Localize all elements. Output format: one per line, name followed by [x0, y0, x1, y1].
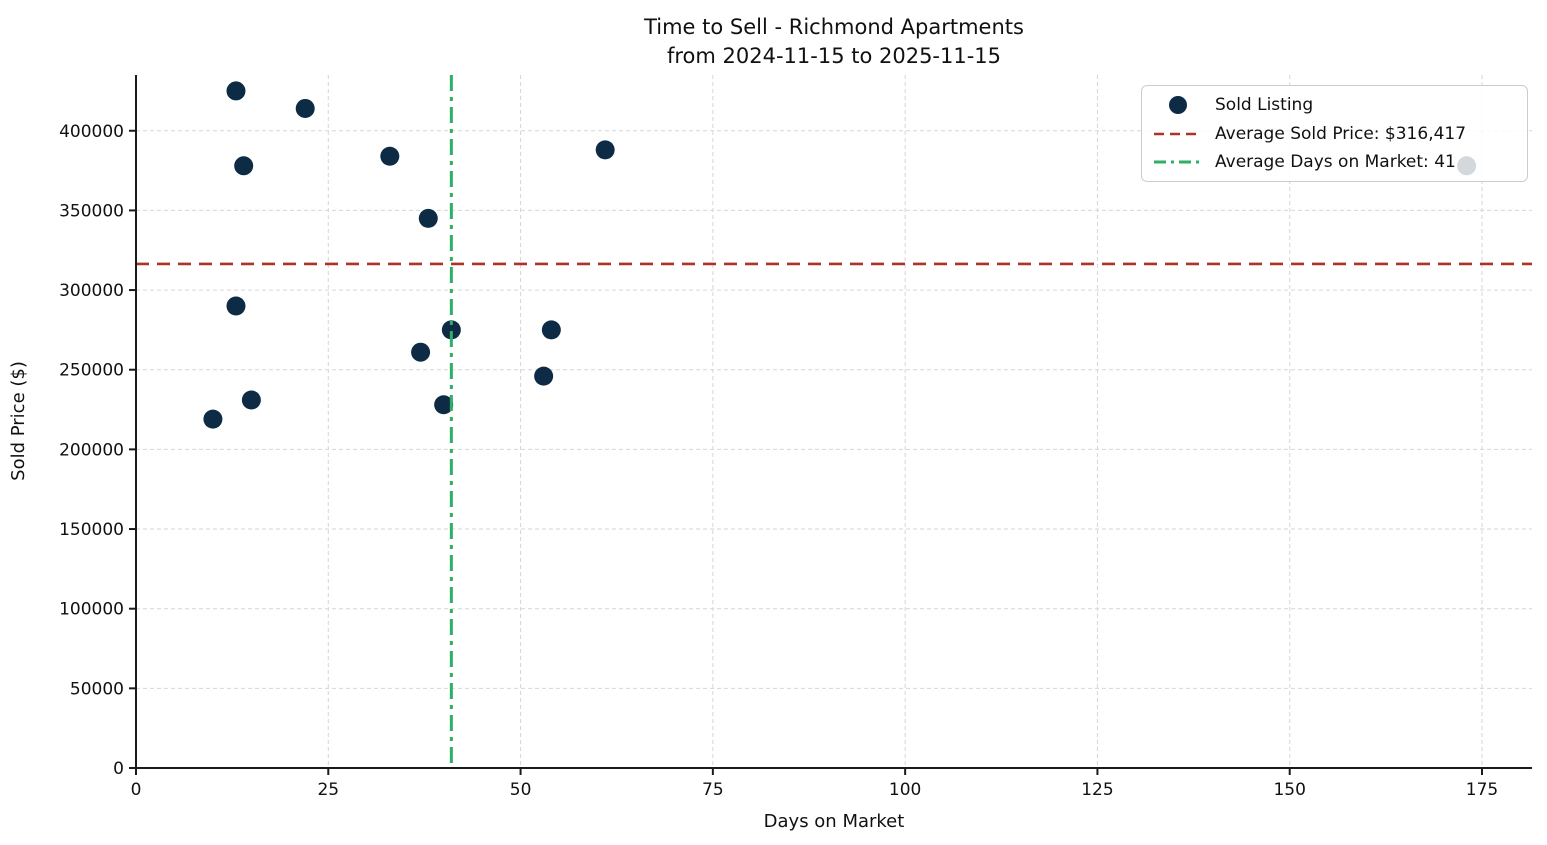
y-tick-label: 50000	[70, 679, 124, 699]
y-tick-label: 150000	[59, 520, 124, 540]
scatter-point	[418, 208, 438, 228]
x-tick-label: 175	[1466, 780, 1498, 800]
y-tick-label: 400000	[59, 122, 124, 142]
legend-label-sold-listing: Sold Listing	[1215, 95, 1314, 115]
scatter-marker-icon	[1169, 96, 1187, 114]
y-tick-label: 0	[113, 759, 124, 779]
legend: Sold Listing Average Sold Price: $316,41…	[1141, 85, 1528, 182]
y-tick-label: 100000	[59, 600, 124, 620]
x-tick-label: 50	[510, 780, 532, 800]
scatter-point	[203, 409, 223, 429]
scatter-point	[441, 320, 461, 340]
scatter-point	[241, 390, 261, 410]
axis-layer: 0 25 50 75 100 125 150 175 0 50000 100000 150000 200…	[59, 75, 1532, 800]
dashed-line-icon	[1154, 132, 1202, 135]
y-tick-label: 350000	[59, 201, 124, 221]
scatter-point	[295, 98, 315, 118]
scatter-point	[595, 140, 615, 160]
legend-label-avg-sold-price: Average Sold Price: $316,417	[1215, 123, 1467, 144]
scatter-point	[534, 366, 554, 386]
x-axis-label: Days on Market	[764, 811, 905, 832]
legend-label-avg-days-on-market: Average Days on Market: 41	[1215, 152, 1456, 172]
x-tick-label: 100	[889, 780, 921, 800]
chart-subtitle: from 2024-11-15 to 2025-11-15	[667, 44, 1001, 68]
x-tick-label: 125	[1081, 780, 1113, 800]
y-axis-label: Sold Price ($)	[8, 361, 29, 481]
scatter-point	[226, 296, 246, 316]
scatter-point	[226, 81, 246, 101]
scatter-point	[411, 342, 431, 362]
legend-sample-area	[1154, 96, 1202, 114]
scatter-point	[541, 320, 561, 340]
y-tick-label: 250000	[59, 361, 124, 381]
scatter-point	[434, 395, 454, 415]
y-tick-label: 200000	[59, 440, 124, 460]
legend-sample-area	[1154, 125, 1202, 143]
scatter-point	[234, 156, 254, 176]
x-tick-label: 75	[702, 780, 724, 800]
legend-sample-area	[1154, 153, 1202, 171]
x-tick-label: 0	[131, 780, 142, 800]
chart-title: Time to Sell - Richmond Apartments	[643, 15, 1024, 39]
x-tick-label: 150	[1273, 780, 1305, 800]
x-tick-label: 25	[317, 780, 339, 800]
legend-item-avg-days-on-market: Average Days on Market: 41	[1154, 152, 1515, 172]
reference-line-layer	[136, 75, 1532, 768]
scatter-point	[380, 146, 400, 166]
dashdot-line-icon	[1154, 160, 1202, 164]
legend-item-avg-sold-price: Average Sold Price: $316,417	[1154, 124, 1515, 144]
y-tick-label: 300000	[59, 281, 124, 301]
legend-item-sold-listing: Sold Listing	[1154, 95, 1515, 115]
